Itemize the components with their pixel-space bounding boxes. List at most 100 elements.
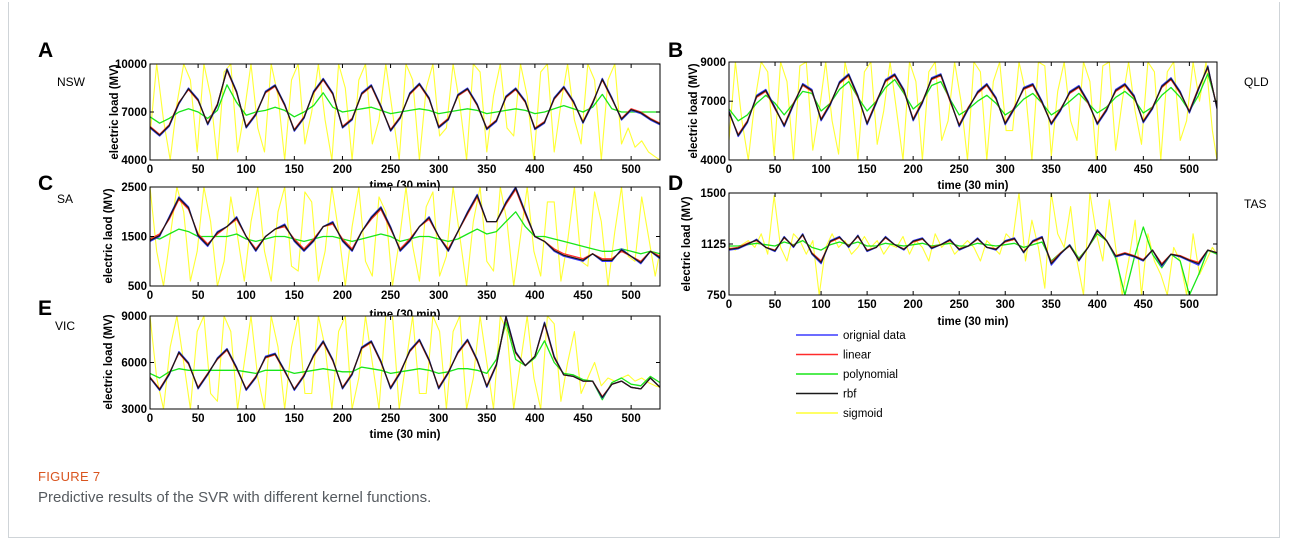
x-tick-label: 100: [237, 413, 256, 425]
x-tick-label: 450: [1134, 164, 1153, 176]
legend: orignial data linear polynomial rbf sigmoid: [796, 330, 906, 420]
x-tick-label: 350: [1042, 164, 1061, 176]
series-group: [729, 62, 1217, 160]
legend-label: sigmoid: [843, 408, 883, 420]
panel-a: A NSW 0 50 100 150 200 250 300 350 400 450 500 4000 70…: [38, 39, 661, 192]
series-line-rbf: [729, 229, 1217, 266]
series-group: [150, 187, 660, 286]
x-tick-label: 0: [726, 164, 732, 176]
y-tick-label: 750: [707, 290, 726, 302]
series-line-rbf: [150, 316, 660, 399]
y-tick-label: 2500: [121, 182, 147, 194]
x-tick-label: 200: [333, 164, 352, 176]
region-label: VIC: [55, 319, 75, 333]
x-tick-label: 150: [285, 164, 304, 176]
series-line-linear: [150, 188, 660, 262]
x-tick-label: 400: [1088, 164, 1107, 176]
series-group: [729, 193, 1217, 295]
y-tick-label: 1500: [121, 232, 147, 244]
y-axis-label: electric load (MV): [688, 63, 700, 158]
y-tick-label: 6000: [121, 358, 147, 370]
x-tick-label: 150: [285, 290, 304, 302]
figure-label: FIGURE 7: [38, 469, 101, 484]
x-tick-label: 100: [811, 299, 830, 311]
x-tick-label: 150: [858, 299, 877, 311]
series-line-sigmoid: [150, 316, 660, 409]
x-tick-label: 350: [1042, 299, 1061, 311]
x-tick-label: 150: [285, 413, 304, 425]
panel-letter: B: [668, 39, 683, 62]
panel-c: C SA 0 50 100 150 200 250 300 350 400 450 500 500 1500…: [38, 172, 661, 321]
panel-d: D TAS 0 50 100 150 200 250 300 350 400 450 500 750 112…: [668, 172, 1266, 328]
x-tick-label: 450: [573, 290, 592, 302]
series-line-sigmoid: [150, 187, 660, 286]
series-line-sigmoid: [729, 62, 1217, 160]
y-axis-label: electric load (MV): [103, 314, 115, 409]
y-tick-label: 7000: [700, 96, 726, 108]
series-line-sigmoid: [150, 64, 660, 160]
x-tick-label: 250: [381, 164, 400, 176]
x-tick-label: 500: [622, 164, 641, 176]
series-line-sigmoid: [729, 193, 1217, 295]
region-label: TAS: [1244, 197, 1266, 211]
y-tick-label: 9000: [700, 57, 726, 69]
x-tick-label: 50: [769, 164, 782, 176]
series-line-polynomial: [150, 211, 660, 255]
y-tick-label: 500: [128, 281, 147, 293]
x-tick-label: 350: [477, 413, 496, 425]
x-tick-label: 450: [1134, 299, 1153, 311]
x-tick-label: 250: [950, 299, 969, 311]
y-axis-label: electric laod (MV): [103, 188, 115, 283]
x-axis-label: time (30 min): [938, 180, 1009, 192]
x-tick-label: 400: [1088, 299, 1107, 311]
panel-letter: D: [668, 172, 683, 195]
axes-box: [728, 61, 1218, 161]
legend-label: orignial data: [843, 330, 906, 342]
series-group: [150, 316, 660, 409]
x-tick-label: 250: [381, 290, 400, 302]
x-tick-label: 100: [811, 164, 830, 176]
x-tick-label: 0: [147, 413, 153, 425]
x-tick-label: 350: [477, 290, 496, 302]
series-line-rbf: [150, 187, 660, 264]
panel-b: B QLD 0 50 100 150 200 250 300 350 400 450 500 4000 70…: [668, 39, 1269, 192]
x-tick-label: 50: [769, 299, 782, 311]
region-label: QLD: [1244, 75, 1269, 89]
x-tick-label: 200: [333, 413, 352, 425]
region-label: SA: [57, 192, 73, 206]
plot-area: [150, 187, 660, 286]
x-tick-label: 300: [429, 413, 448, 425]
x-tick-label: 500: [622, 413, 641, 425]
y-tick-label: 7000: [121, 107, 147, 119]
legend-label: linear: [843, 350, 871, 362]
x-tick-label: 0: [726, 299, 732, 311]
legend-label: polynomial: [843, 369, 898, 381]
x-tick-label: 250: [950, 164, 969, 176]
y-tick-label: 1125: [701, 239, 727, 251]
x-axis-label: time (30 min): [938, 316, 1009, 328]
x-tick-label: 50: [192, 413, 205, 425]
x-tick-label: 300: [996, 299, 1015, 311]
series-line-rbf: [729, 66, 1217, 137]
series-line-polynomial: [150, 321, 660, 401]
x-tick-label: 400: [525, 413, 544, 425]
x-tick-label: 400: [525, 290, 544, 302]
series-line-polynomial: [150, 84, 660, 124]
x-tick-label: 250: [381, 413, 400, 425]
x-tick-label: 200: [333, 290, 352, 302]
x-tick-label: 300: [429, 290, 448, 302]
x-tick-label: 200: [904, 299, 923, 311]
panel-letter: C: [38, 172, 53, 195]
y-axis-label: electric load (MV): [681, 196, 693, 291]
x-tick-label: 500: [622, 290, 641, 302]
x-tick-label: 450: [573, 413, 592, 425]
y-tick-label: 4000: [700, 155, 726, 167]
x-tick-label: 150: [858, 164, 877, 176]
x-tick-label: 50: [192, 290, 205, 302]
y-tick-label: 1500: [700, 188, 726, 200]
x-tick-label: 300: [429, 164, 448, 176]
x-tick-label: 500: [1180, 164, 1199, 176]
